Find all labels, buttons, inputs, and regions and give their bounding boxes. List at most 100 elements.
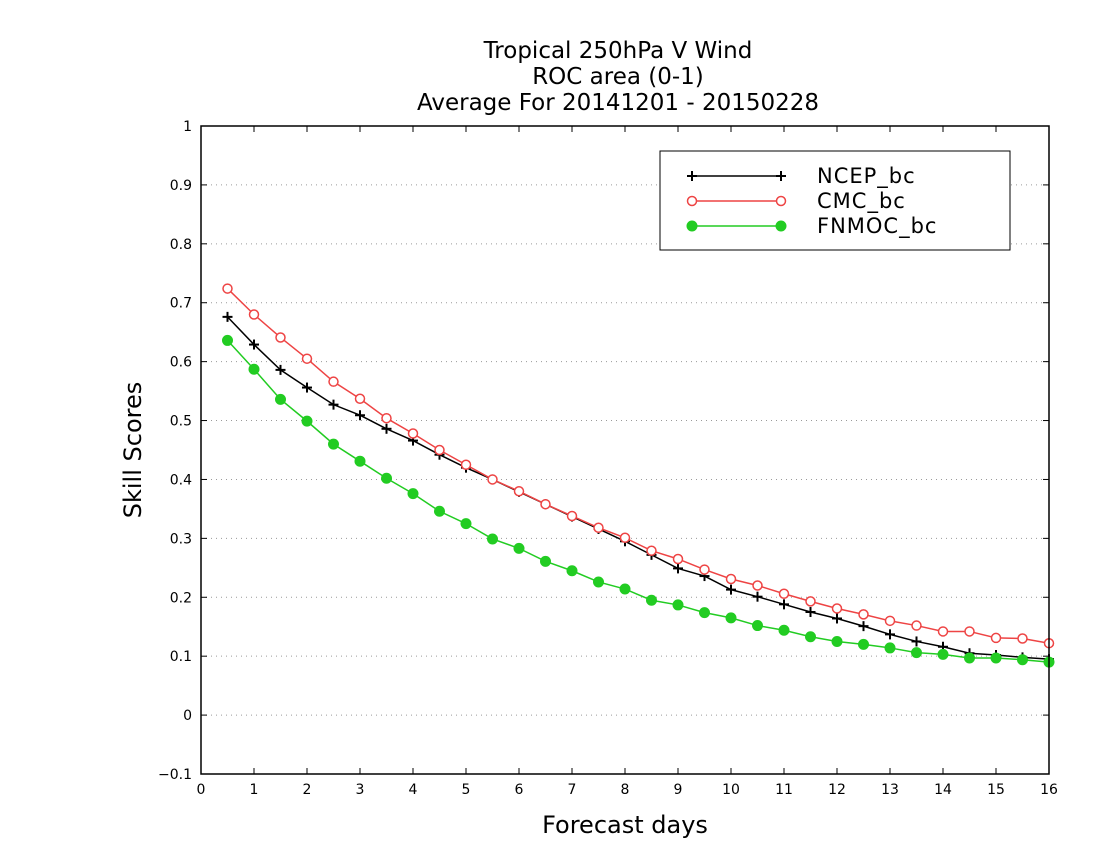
data-point bbox=[672, 553, 684, 565]
data-point bbox=[513, 542, 525, 554]
data-point bbox=[1017, 654, 1028, 666]
data-point bbox=[858, 609, 869, 620]
x-tick-label: 2 bbox=[303, 782, 312, 798]
x-tick-label: 15 bbox=[987, 782, 1005, 798]
series-line bbox=[226, 339, 1050, 663]
data-point bbox=[646, 594, 657, 606]
data-point bbox=[686, 195, 698, 207]
data-point bbox=[328, 399, 339, 410]
series-ncep-bc bbox=[222, 311, 1054, 665]
data-point bbox=[381, 412, 392, 424]
data-point bbox=[752, 580, 763, 591]
data-point bbox=[302, 382, 312, 393]
data-point bbox=[775, 195, 787, 207]
data-point bbox=[805, 596, 816, 607]
data-point bbox=[381, 423, 392, 434]
data-point bbox=[699, 607, 710, 619]
data-point bbox=[328, 376, 339, 387]
data-point bbox=[725, 573, 737, 585]
y-tick-label: −0.1 bbox=[158, 767, 192, 783]
data-point bbox=[937, 626, 949, 637]
series-fnmoc-bc bbox=[222, 334, 1055, 668]
x-tick-label: 9 bbox=[674, 782, 683, 798]
legend-label: CMC_bc bbox=[817, 189, 906, 214]
data-point bbox=[832, 613, 842, 624]
data-point bbox=[566, 565, 578, 577]
data-point bbox=[222, 334, 233, 346]
data-point bbox=[1017, 633, 1028, 644]
data-point bbox=[275, 332, 286, 343]
chart-title: Tropical 250hPa V Wind ROC area (0-1) Av… bbox=[417, 38, 819, 116]
y-tick-label: 0.8 bbox=[170, 237, 192, 253]
y-axis: −0.1 0 0.1 0.2 0.3 0.4 0.5 0.6 0.7 0.8 0.9 1 bbox=[158, 119, 1049, 783]
data-point bbox=[354, 393, 366, 404]
series-line bbox=[226, 288, 1050, 644]
data-point bbox=[778, 624, 790, 636]
data-point bbox=[686, 220, 698, 232]
legend-label: FNMOC_bc bbox=[817, 214, 937, 239]
data-point bbox=[487, 474, 498, 485]
data-point bbox=[619, 583, 631, 595]
data-point bbox=[460, 459, 472, 470]
series-line bbox=[226, 316, 1050, 660]
data-point bbox=[884, 615, 896, 627]
data-point bbox=[275, 393, 286, 405]
y-tick-label: 1 bbox=[183, 119, 192, 135]
data-point bbox=[884, 642, 896, 654]
data-point bbox=[407, 428, 419, 439]
x-tick-label: 11 bbox=[775, 782, 793, 798]
x-axis-label: Forecast days bbox=[542, 811, 708, 839]
data-point bbox=[222, 283, 233, 294]
series-cmc-bc bbox=[222, 283, 1055, 649]
y-tick-label: 0.2 bbox=[170, 590, 192, 606]
data-point bbox=[222, 311, 233, 322]
x-tick-label: 1 bbox=[250, 782, 259, 798]
y-tick-label: 0.9 bbox=[170, 178, 192, 194]
data-point bbox=[248, 363, 260, 375]
data-point bbox=[911, 636, 922, 647]
y-tick-label: 0.5 bbox=[170, 414, 192, 430]
data-point bbox=[487, 533, 498, 545]
x-tick-label: 6 bbox=[515, 782, 524, 798]
data-point bbox=[776, 171, 786, 181]
data-point bbox=[858, 621, 869, 632]
data-point bbox=[911, 647, 922, 659]
data-point bbox=[619, 532, 631, 544]
x-tick-label: 10 bbox=[722, 782, 740, 798]
data-point bbox=[646, 545, 657, 556]
data-point bbox=[434, 505, 445, 517]
data-point bbox=[831, 635, 843, 647]
data-point bbox=[779, 599, 789, 610]
chart-title-line-1: Tropical 250hPa V Wind bbox=[483, 38, 753, 64]
data-point bbox=[593, 576, 604, 588]
data-point bbox=[964, 626, 975, 637]
data-point bbox=[301, 353, 313, 364]
x-tick-label: 16 bbox=[1040, 782, 1058, 798]
legend-item-ncep-bc: NCEP_bc bbox=[687, 164, 916, 189]
legend-item-fnmoc-bc: FNMOC_bc bbox=[686, 214, 937, 239]
legend-label: NCEP_bc bbox=[817, 164, 916, 189]
data-point bbox=[990, 652, 1002, 664]
chart-title-line-2: ROC area (0-1) bbox=[532, 64, 704, 90]
y-axis-label: Skill Scores bbox=[119, 382, 147, 519]
data-point bbox=[275, 364, 286, 375]
y-gridlines bbox=[201, 184, 1049, 716]
data-point bbox=[964, 652, 975, 664]
data-point bbox=[858, 638, 869, 650]
x-tick-label: 4 bbox=[409, 782, 418, 798]
x-tick-label: 13 bbox=[881, 782, 899, 798]
data-point bbox=[328, 438, 339, 450]
data-point bbox=[673, 563, 683, 574]
series-layer bbox=[222, 283, 1055, 668]
chart-title-line-3: Average For 20141201 - 20150228 bbox=[417, 90, 819, 116]
data-point bbox=[513, 485, 525, 497]
data-point bbox=[407, 488, 419, 500]
data-point bbox=[301, 415, 313, 427]
data-point bbox=[249, 339, 259, 350]
data-point bbox=[725, 612, 737, 624]
x-axis: 0 1 2 3 4 5 6 7 8 9 10 11 12 13 14 15 16 bbox=[197, 126, 1058, 798]
data-point bbox=[937, 648, 949, 660]
x-tick-label: 5 bbox=[462, 782, 471, 798]
